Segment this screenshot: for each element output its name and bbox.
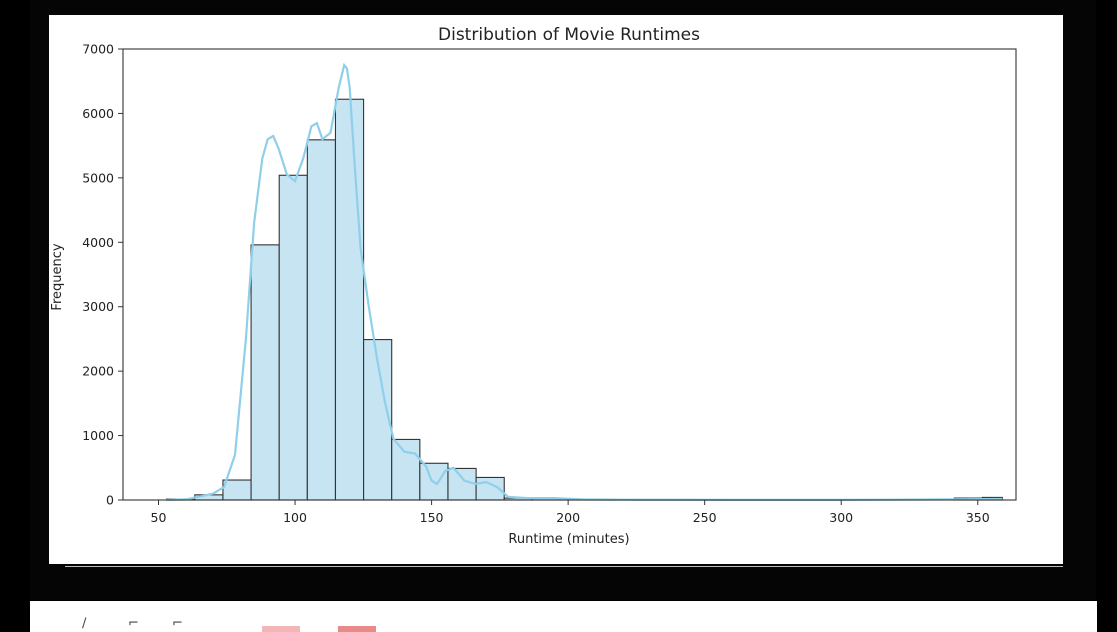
x-tick-label: 300	[829, 510, 853, 525]
histogram-bar	[222, 479, 252, 501]
figure-underline	[65, 566, 1063, 567]
scribble-icon: ⌐	[172, 616, 183, 631]
x-tick-label: 350	[966, 510, 990, 525]
strip-tag	[262, 626, 300, 632]
histogram-bar	[278, 174, 308, 501]
x-tick-label: 100	[283, 510, 307, 525]
y-tick-label: 4000	[82, 235, 114, 250]
kde-line	[166, 62, 1003, 502]
chart-title: Distribution of Movie Runtimes	[438, 25, 700, 45]
histogram-bar	[334, 98, 365, 501]
histogram-bar	[250, 244, 280, 501]
y-tick-label: 5000	[82, 170, 114, 185]
plot-frame	[122, 48, 1017, 501]
scribble-icon: ⌐	[128, 616, 139, 631]
strip-tag	[338, 626, 376, 632]
y-ticks: 0 1000 2000 3000 4000 5000 6000 7000	[82, 42, 123, 508]
x-tick-label: 250	[693, 510, 717, 525]
bottom-strip	[30, 601, 1097, 632]
y-tick-label: 2000	[82, 364, 114, 379]
y-axis-label: Frequency	[50, 243, 65, 310]
x-ticks: 50 100 150 200 250 300 350	[151, 500, 990, 525]
histogram-bar	[447, 467, 477, 501]
bars-layer	[166, 98, 1003, 501]
histogram-bar	[391, 438, 421, 501]
y-tick-label: 0	[106, 493, 114, 508]
figure-canvas	[49, 15, 1063, 564]
x-tick-label: 200	[556, 510, 580, 525]
y-tick-label: 1000	[82, 428, 114, 443]
x-tick-label: 50	[151, 510, 167, 525]
y-tick-label: 3000	[82, 299, 114, 314]
x-tick-label: 150	[420, 510, 444, 525]
histogram-bar	[306, 139, 337, 501]
y-tick-label: 7000	[82, 42, 114, 57]
y-tick-label: 6000	[82, 106, 114, 121]
x-axis-label: Runtime (minutes)	[508, 532, 629, 547]
pen-mark-icon: ∕	[82, 616, 87, 631]
